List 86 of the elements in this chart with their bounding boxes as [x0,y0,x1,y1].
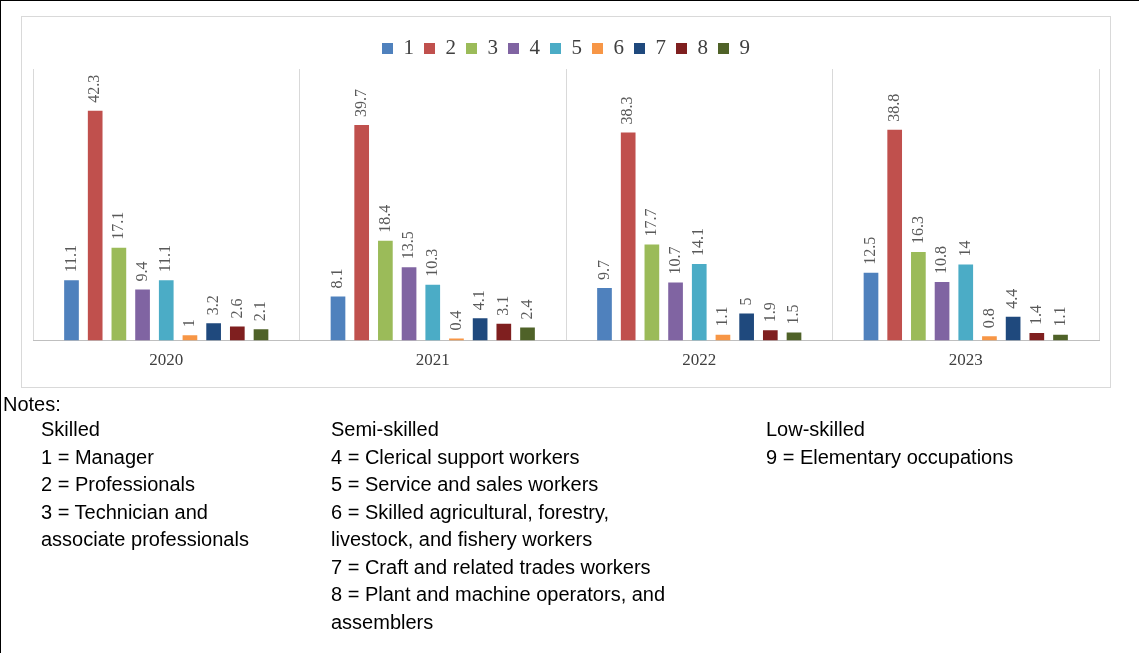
data-label: 1.1 [1050,306,1068,327]
bar [378,240,393,341]
bar [496,323,512,341]
legend-label: 7 [655,35,666,60]
data-label: 16.3 [908,216,926,245]
bar [425,284,441,341]
data-label: 14 [955,240,973,257]
data-label: 12.5 [861,236,879,265]
bar [934,281,950,341]
data-label: 1.4 [1027,305,1045,325]
bar [620,132,636,341]
data-label: 10.3 [422,248,440,277]
legend-label: 6 [613,35,624,60]
bar [111,247,127,341]
bar [691,264,707,341]
bar [786,332,802,341]
bar [135,289,150,341]
bar [472,318,488,341]
data-label: 1.1 [713,306,731,327]
data-label: 8.1 [328,268,346,289]
bar [87,110,103,341]
bar [520,327,535,341]
text: Low-skilled 9 = Elementary occupations [766,417,1015,470]
data-label: 10.8 [932,245,950,274]
text: Notes: [3,392,62,417]
bar [330,296,346,341]
data-label: 3.1 [494,295,512,316]
bar [982,336,997,341]
data-label: 9.7 [594,259,612,280]
text: Skilled 1 = Manager 2 = Professionals 3 = Technician and associate professionals [41,417,250,552]
bar [158,280,174,341]
legend-label: 2 [445,35,456,60]
data-label: 2.6 [227,298,245,319]
data-label: 1 [180,319,198,328]
data-label: 38.8 [884,93,902,122]
data-label: 10.7 [665,246,683,275]
data-label: 4.1 [470,290,488,311]
bar [958,264,974,341]
bar [597,287,612,341]
data-label: 42.3 [85,74,103,103]
data-label: 2.4 [517,299,535,320]
bar [668,282,683,341]
legend-label: 9 [739,35,750,60]
legend-label: 4 [529,35,541,60]
data-label: 17.7 [642,208,660,237]
bar [644,244,660,341]
data-label: 14.1 [689,228,707,257]
bar [911,252,926,341]
bar [449,338,464,341]
bar [762,330,778,341]
x-tick-label: 2022 [682,350,717,370]
bar [253,329,269,341]
bar [1029,333,1045,341]
data-label: 0.8 [979,308,997,329]
bar [229,326,245,341]
data-label: 39.7 [351,88,369,117]
data-label: 1.9 [760,302,778,323]
x-tick-label: 2020 [149,350,184,370]
bar [1005,316,1021,341]
bar [401,267,417,341]
bar [739,313,754,341]
data-label: 5 [736,297,754,306]
text: Semi-skilled 4 = Clerical support workers 5 = Service and sales workers 6 = Skilled agricultural, forestry, livestock, and fishery workers 7 = Craft and related trades workers 8 = Plant and machine operators, and assemblers [331,417,667,635]
data-label: 4.4 [1003,288,1021,309]
data-label: 1.5 [784,304,802,325]
data-label: 13.5 [399,231,417,260]
data-label: 38.3 [618,96,636,125]
legend-label: 3 [487,35,498,60]
data-label: 11.1 [61,244,79,273]
legend-label: 8 [697,35,708,60]
data-label: 3.2 [203,295,221,316]
bar [887,129,903,341]
data-label: 17.1 [109,211,127,240]
bar [863,272,879,341]
data-label: 11.1 [156,244,174,273]
x-tick-label: 2023 [948,350,983,370]
x-tick-label: 2021 [415,350,450,370]
legend-label: 1 [403,35,414,60]
data-label: 18.4 [375,204,393,233]
legend-label: 5 [571,35,582,60]
bar [206,323,221,341]
bar [64,280,79,341]
data-label: 2.1 [251,301,269,322]
data-label: 0.4 [446,310,464,331]
data-label: 9.4 [132,261,150,282]
bar [354,124,370,341]
